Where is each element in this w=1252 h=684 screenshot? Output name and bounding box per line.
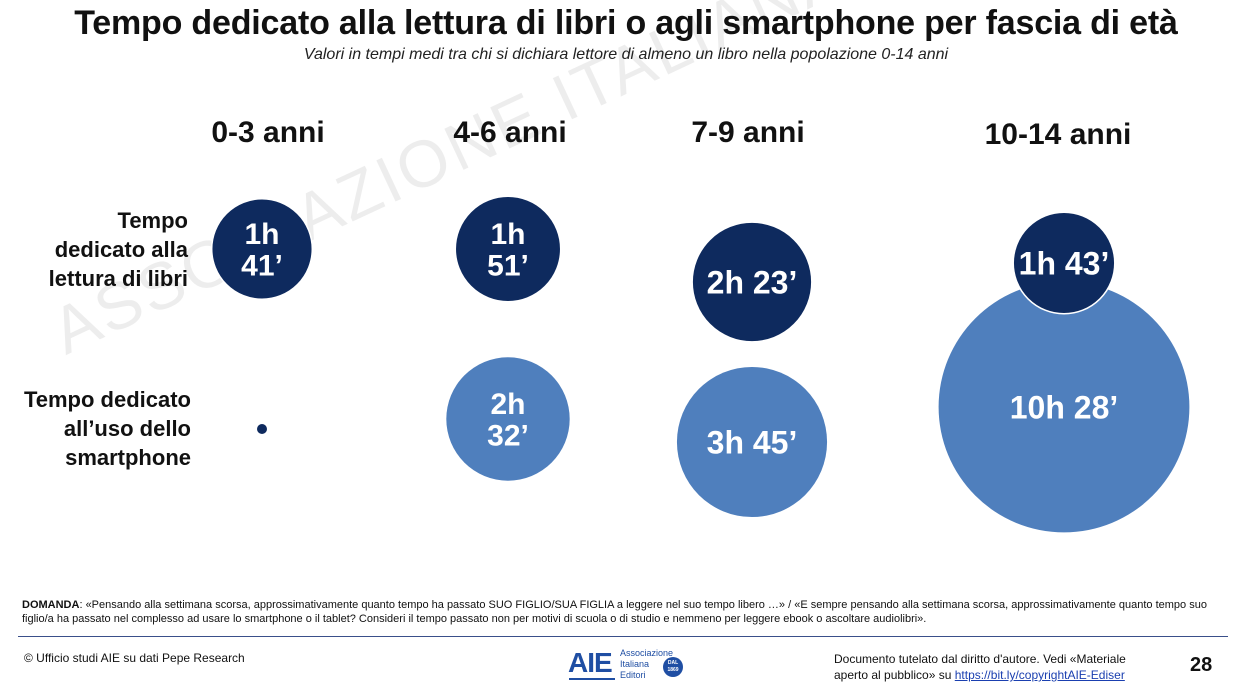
logo-word: Editori bbox=[620, 670, 646, 680]
question-label: DOMANDA bbox=[22, 599, 80, 611]
logo-word: Associazione bbox=[620, 648, 674, 658]
row-label-smartphone: Tempo dedicato all’uso dello smartphone bbox=[0, 385, 191, 472]
page-subtitle: Valori in tempi medi tra chi si dichiara… bbox=[303, 46, 949, 63]
age-label-7-9: 7-9 anni bbox=[691, 116, 805, 149]
page-title: Tempo dedicato alla lettura di libri o a… bbox=[74, 4, 1178, 42]
copyright-link[interactable]: https://bit.ly/copyrightAIE-Ediser bbox=[954, 668, 1125, 682]
page-number: 28 bbox=[1190, 654, 1213, 676]
row-label-reading-line: dedicato alla bbox=[54, 237, 188, 262]
bubble-smartphone-4-6 bbox=[446, 357, 570, 481]
logo-seal: DAL 1869 bbox=[663, 657, 683, 677]
logo-word: Italiana bbox=[620, 659, 650, 669]
bubble-reading-4-6-label: 1h bbox=[490, 218, 525, 251]
row-label-reading: Tempo dedicato alla lettura di libri bbox=[20, 206, 188, 293]
question-text: DOMANDA: «Pensando alla settimana scorsa… bbox=[22, 598, 1234, 626]
footer-divider bbox=[18, 636, 1228, 637]
copyright-line-1: Documento tutelato dal diritto d'autore.… bbox=[834, 652, 1126, 666]
logo-seal-text: DAL bbox=[667, 660, 679, 666]
logo-mark: AIE bbox=[568, 647, 613, 678]
aie-logo: AIE Associazione Italiana Editori DAL 18… bbox=[568, 647, 688, 683]
bubble-smartphone-4-6-label: 2h bbox=[490, 388, 525, 421]
source-note: © Ufficio studi AIE su dati Pepe Researc… bbox=[24, 651, 245, 665]
bubble-reading-10-14 bbox=[1012, 211, 1116, 315]
bubble-smartphone-4-6-label: 32’ bbox=[487, 420, 529, 453]
logo-seal-year: 1869 bbox=[667, 667, 679, 673]
bubble-reading-4-6-label: 51’ bbox=[487, 250, 529, 283]
bubble-reading-7-9 bbox=[691, 221, 813, 343]
row-label-smartphone-line: smartphone bbox=[65, 445, 191, 470]
bubble-smartphone-7-9 bbox=[676, 366, 828, 518]
logo-underline bbox=[569, 678, 615, 680]
bubble-smartphone-10-14-label: 10h 28’ bbox=[1010, 390, 1119, 426]
bubble-smartphone-7-9-label: 3h 45’ bbox=[707, 425, 798, 461]
bubble-reading-7-9-label: 2h 23’ bbox=[707, 265, 798, 301]
bubble-smartphone-0-3-marker bbox=[257, 424, 267, 434]
bubble-reading-4-6 bbox=[454, 195, 562, 303]
copyright-line-2-text: aperto al pubblico» su bbox=[834, 668, 955, 682]
copyright-note: Documento tutelato dal diritto d'autore.… bbox=[834, 651, 1126, 683]
question-body: : «Pensando alla settimana scorsa, appro… bbox=[22, 599, 1207, 625]
logo-words: Associazione Italiana Editori bbox=[620, 648, 673, 681]
age-label-4-6: 4-6 anni bbox=[453, 116, 567, 149]
bubble-reading-0-3 bbox=[210, 197, 314, 301]
bubble-reading-10-14-label: 1h 43’ bbox=[1019, 246, 1110, 282]
age-label-10-14: 10-14 anni bbox=[984, 118, 1132, 151]
row-label-smartphone-line: all’uso dello bbox=[63, 416, 191, 441]
row-label-reading-line: lettura di libri bbox=[48, 266, 188, 291]
row-label-smartphone-line: Tempo dedicato bbox=[23, 387, 191, 412]
bubble-reading-0-3-label: 1h bbox=[244, 218, 279, 251]
copyright-line-2: aperto al pubblico» su https://bit.ly/co… bbox=[834, 667, 1126, 683]
bubble-reading-0-3-label: 41’ bbox=[241, 250, 283, 283]
bubble-smartphone-10-14 bbox=[938, 281, 1190, 533]
row-label-reading-line: Tempo bbox=[117, 208, 188, 233]
age-label-0-3: 0-3 anni bbox=[211, 116, 325, 149]
